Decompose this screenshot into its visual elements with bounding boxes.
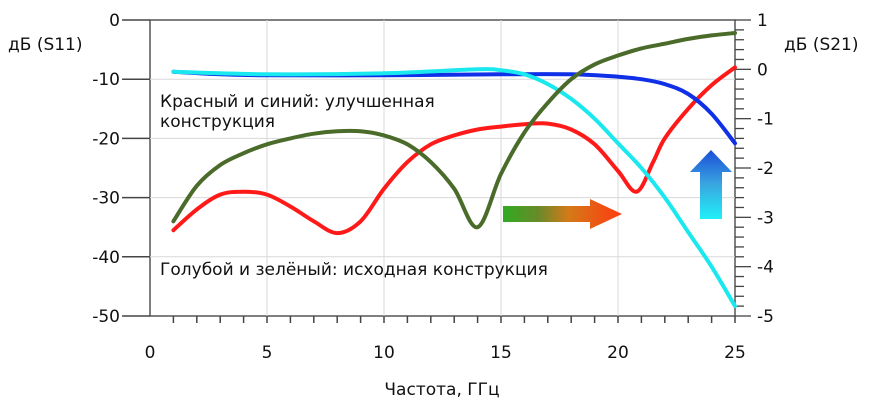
x-tick-label: 0: [145, 343, 156, 363]
x-tick-label: 25: [724, 343, 746, 363]
y-right-tick-label: 0: [757, 60, 768, 80]
y-left-tick-label: -30: [92, 189, 120, 209]
y-axis-right-title: дБ (S21): [784, 35, 859, 55]
x-tick-label: 10: [373, 343, 395, 363]
shift-right-arrow-icon: [503, 199, 622, 229]
y-left-tick-label: -20: [92, 129, 120, 149]
y-right-tick-label: -2: [757, 159, 774, 179]
x-tick-label: 15: [490, 343, 512, 363]
series-layer: [171, 31, 737, 309]
y-left-tick-label: -10: [92, 70, 120, 90]
improvement-up-arrow-icon: [690, 150, 732, 219]
y-right-tick-label: 1: [757, 11, 768, 31]
axis-ticks: [122, 19, 751, 323]
series-line-4: [171, 31, 737, 230]
x-tick-label: 20: [607, 343, 629, 363]
y-right-tick-label: -5: [757, 307, 774, 327]
x-axis-title: Частота, ГГц: [384, 380, 499, 400]
y-left-tick-label: -50: [92, 307, 120, 327]
y-right-tick-label: -4: [757, 258, 774, 278]
annotation-improved-label: Красный и синий: улучшенная конструкция: [160, 92, 435, 132]
y-left-tick-label: -40: [92, 248, 120, 268]
series-line-3: [171, 67, 737, 309]
y-right-tick-label: -1: [757, 110, 774, 130]
series-line-1: [171, 65, 737, 236]
annotation-original-label: Голубой и зелёный: исходная конструкция: [160, 260, 548, 280]
y-left-tick-label: 0: [109, 11, 120, 31]
y-axis-left-title: дБ (S11): [8, 35, 83, 55]
y-right-tick-label: -3: [757, 208, 774, 228]
x-tick-label: 5: [262, 343, 273, 363]
